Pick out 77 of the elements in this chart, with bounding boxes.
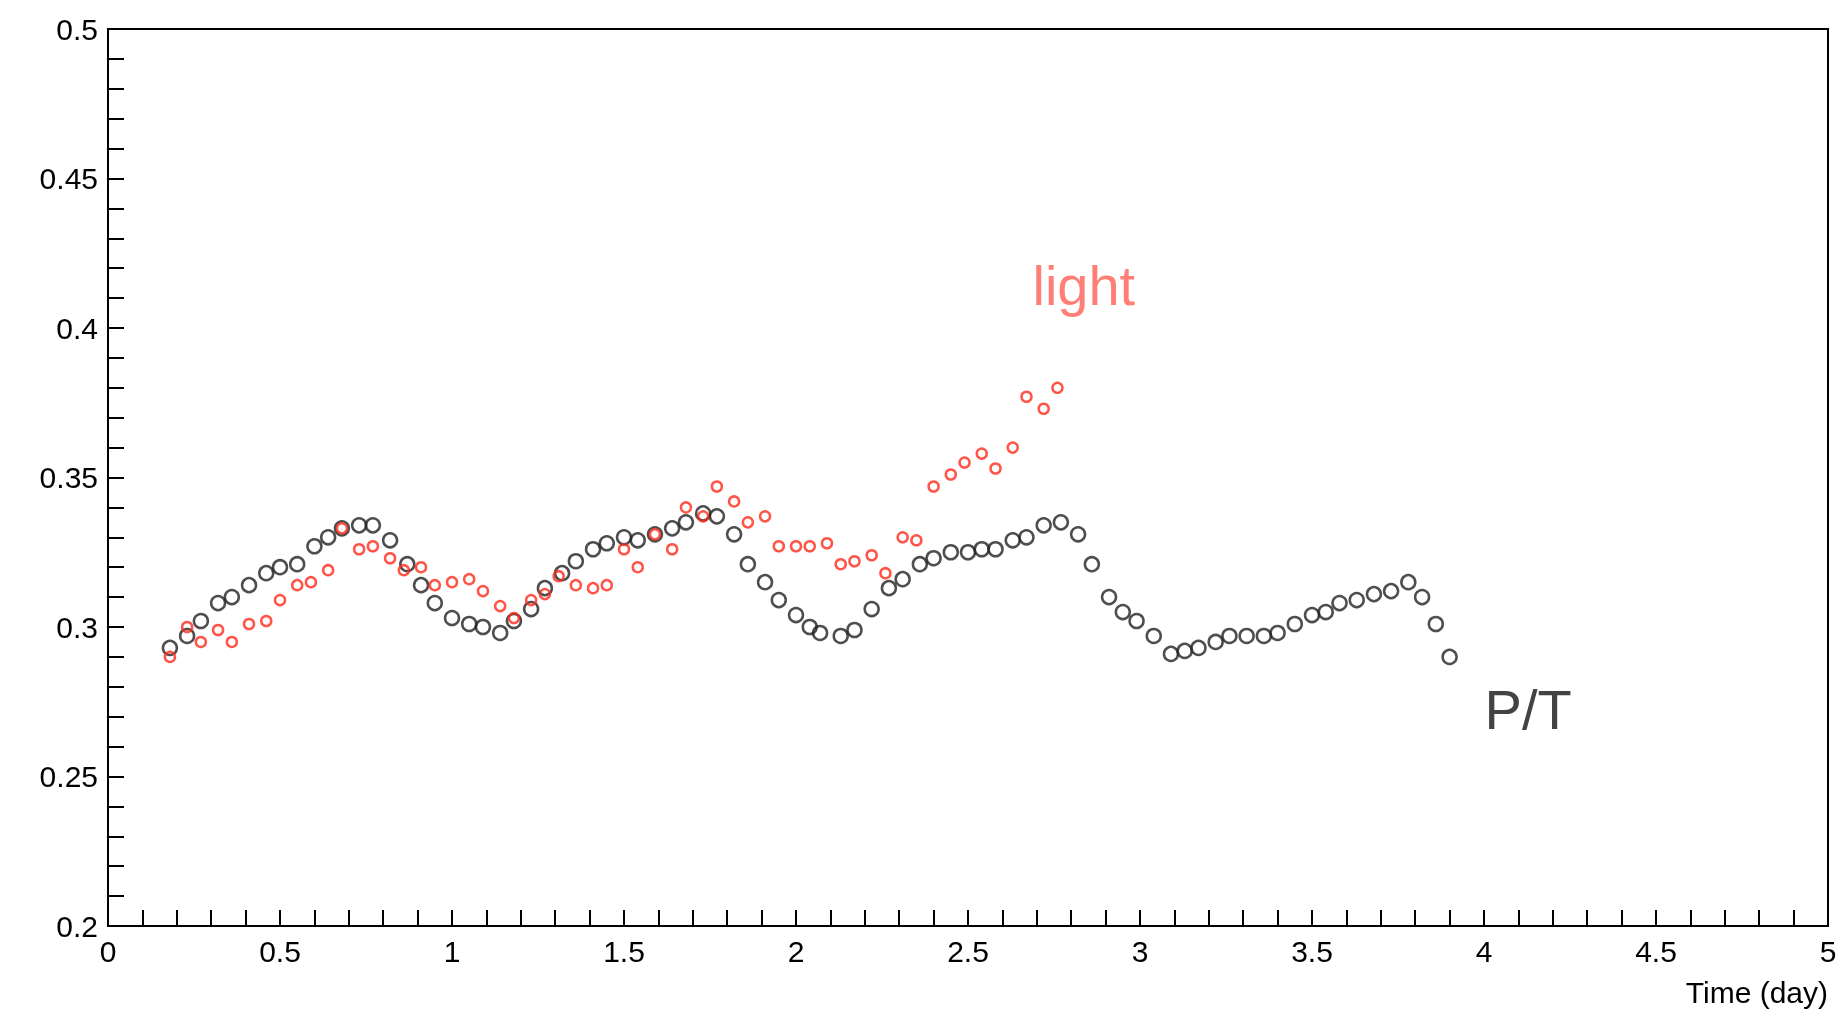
point [665,543,679,556]
point [865,548,878,562]
y-tick-label: 0.25 [39,760,98,793]
x-tick-label: 3 [1131,934,1149,968]
point [1006,441,1019,454]
x-tick-label: 4 [1475,934,1493,968]
point [710,480,724,493]
point [476,584,490,598]
point [696,510,710,523]
point [538,587,552,601]
point [260,614,273,628]
point [383,551,397,565]
point [397,563,411,577]
point [820,537,834,550]
point [428,578,442,592]
x-tick-label: 2 [787,934,805,968]
y-tick-label: 0.5 [56,12,98,46]
x-tick-label: 0 [99,934,117,968]
point [552,569,565,583]
y-tick-label: 0.45 [39,162,98,195]
series-label: P/T [1484,678,1572,742]
point [772,540,786,553]
point [958,456,971,469]
point [586,581,600,595]
x-tick-label: 4.5 [1635,934,1677,968]
point [896,531,909,544]
point [758,510,772,523]
point [462,572,476,586]
x-tick-label: 0.5 [259,934,301,968]
y-tick-label: 0.3 [56,610,98,644]
point [445,575,459,589]
point [834,557,847,571]
point [944,468,958,481]
point [225,635,239,649]
point [273,593,287,607]
point [569,578,583,592]
point [1037,402,1050,415]
point [507,611,521,625]
point [741,516,755,529]
point [321,563,335,577]
point [631,560,645,574]
point [989,462,1002,475]
point [803,540,817,553]
point [600,578,614,592]
y-tick-label: 0.2 [56,909,98,943]
point [180,620,194,634]
x-tick-label: 1 [443,934,461,968]
point [879,566,892,580]
point [679,501,693,514]
point [1051,381,1064,395]
point [304,575,318,589]
point [366,540,380,553]
x-tick-label: 1.5 [603,934,645,968]
point [414,560,428,574]
point [211,623,225,637]
point [242,617,256,631]
point [524,593,538,607]
point [163,650,177,664]
point [848,554,861,568]
x-tick-label: 2.5 [947,934,989,968]
point [493,599,507,613]
x-axis-title: Time (day) [1685,975,1829,1009]
y-tick-label: 0.35 [39,461,98,494]
point [975,447,989,460]
series-label: light [1032,254,1136,318]
y-tick-label: 0.4 [56,311,98,345]
point [194,635,208,649]
point [789,540,803,553]
point [910,534,923,547]
point [352,543,366,556]
point [727,495,741,508]
point [927,480,940,493]
x-tick-label: 3.5 [1291,934,1333,968]
x-tick-label: 5 [1819,934,1837,968]
point [617,543,631,556]
point [290,578,304,592]
point [1020,390,1033,404]
